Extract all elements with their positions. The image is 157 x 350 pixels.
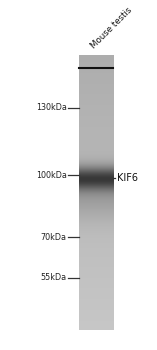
Text: Mouse testis: Mouse testis	[89, 5, 133, 50]
Text: 100kDa: 100kDa	[36, 170, 67, 180]
Text: KIF6: KIF6	[117, 173, 138, 183]
Text: 130kDa: 130kDa	[36, 104, 67, 112]
Text: 70kDa: 70kDa	[41, 232, 67, 241]
Text: 55kDa: 55kDa	[41, 273, 67, 282]
